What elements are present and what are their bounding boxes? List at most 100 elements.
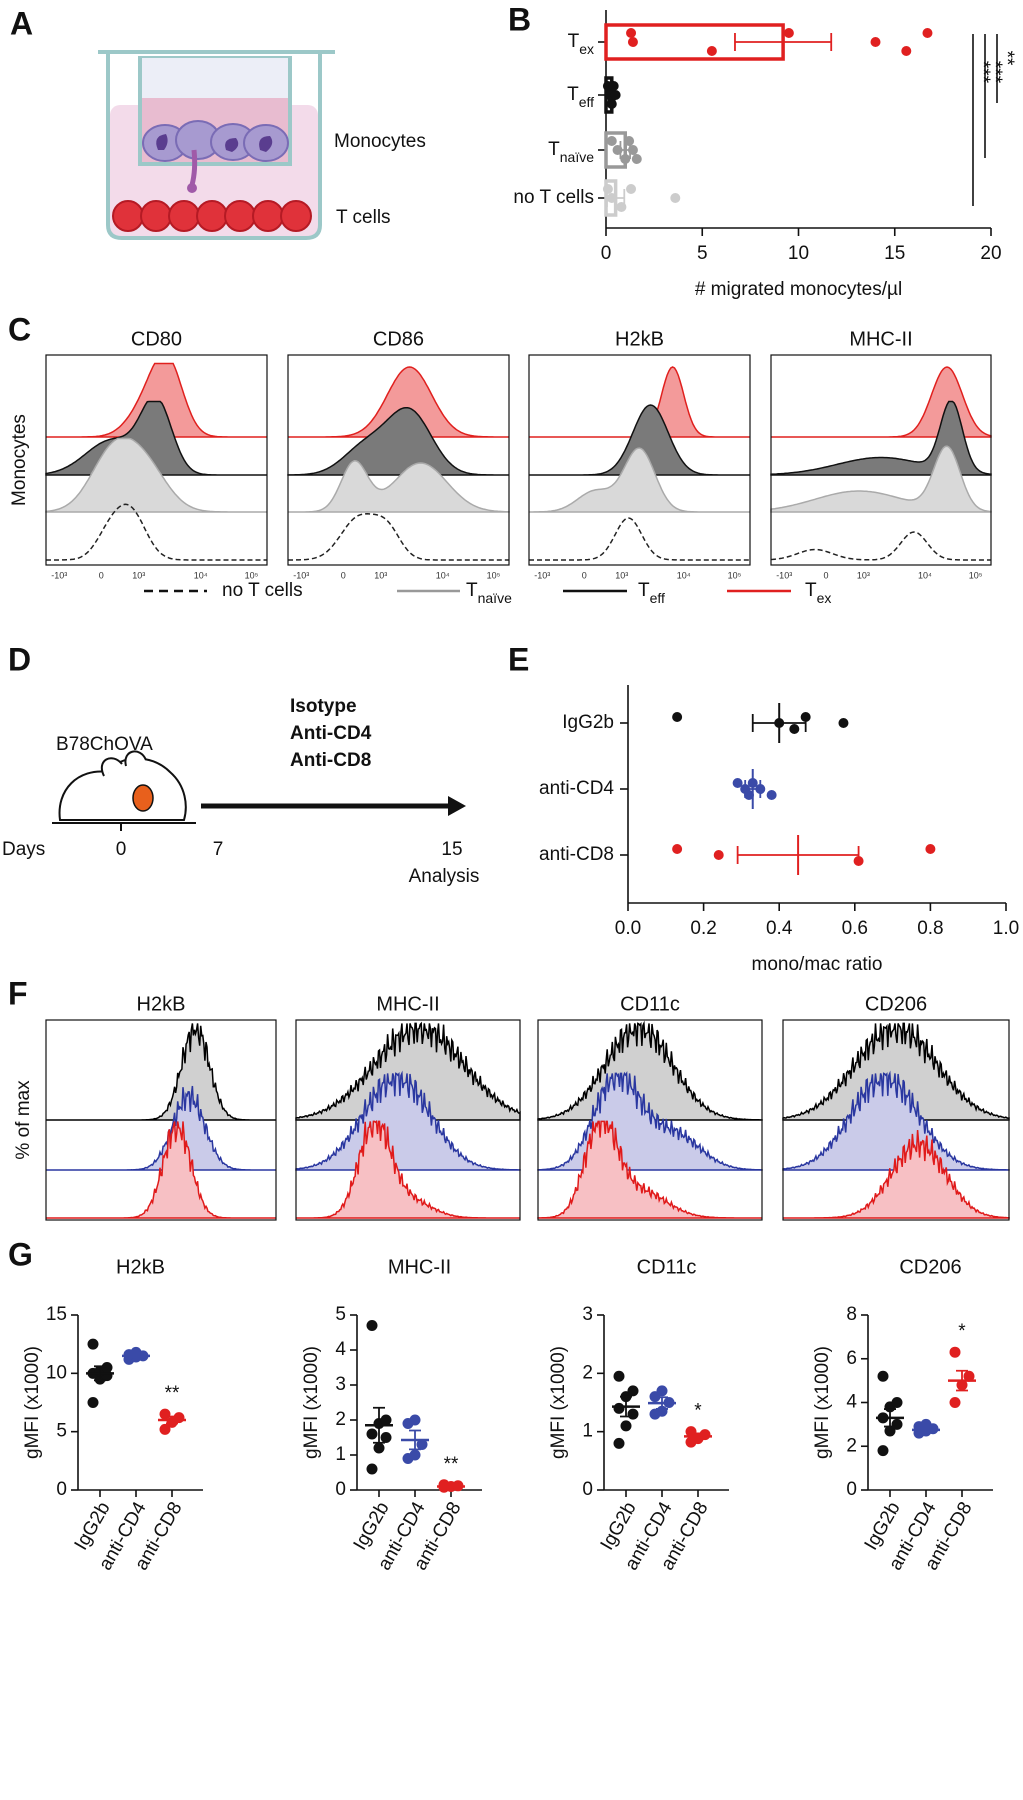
- histogram: [46, 1121, 276, 1219]
- legend-label: Teff: [638, 580, 665, 606]
- label-subscript: eff: [650, 590, 665, 606]
- label-text: no T cells: [222, 580, 303, 601]
- histogram: [46, 503, 267, 561]
- y-tick-label: 10: [46, 1362, 67, 1383]
- data-point: [631, 154, 642, 164]
- data-point: [627, 37, 638, 47]
- x-tick-label: 0.0: [615, 918, 641, 939]
- panel-letter: C: [8, 311, 31, 347]
- treatment-label: Isotype: [290, 696, 357, 717]
- significance-label: ***: [984, 61, 1005, 84]
- data-point: [626, 28, 637, 38]
- histogram: [529, 517, 750, 561]
- data-point: [380, 1432, 392, 1443]
- data-point: [656, 1385, 668, 1397]
- histogram: [288, 460, 510, 513]
- y-tick-label: 2: [335, 1409, 346, 1430]
- chart-title: H2kB: [116, 1256, 165, 1278]
- error-bar: [409, 1429, 421, 1451]
- histogram: [770, 445, 992, 513]
- histogram: [287, 406, 509, 476]
- well: [106, 52, 322, 240]
- data-point: [409, 1449, 421, 1461]
- x-tick-label: 10³: [374, 570, 387, 580]
- histogram: [46, 362, 267, 438]
- histogram: [770, 400, 992, 476]
- label-subscript: ex: [817, 590, 832, 606]
- data-point: [608, 81, 619, 91]
- data-point: [409, 1414, 421, 1426]
- data-point: [713, 850, 724, 860]
- data-point: [438, 1479, 450, 1491]
- x-tick-label: -10³: [293, 570, 309, 580]
- x-tick-label: -10³: [776, 570, 792, 580]
- error-bar: [692, 1432, 704, 1441]
- x-tick-label: 0.4: [766, 918, 793, 939]
- data-point: [706, 46, 717, 56]
- axis-label: Days: [2, 839, 45, 860]
- data-point: [159, 1408, 171, 1420]
- data-point: [732, 778, 743, 788]
- histogram-title: MHC-II: [849, 328, 912, 350]
- diagram-label: Monocytes: [334, 131, 426, 152]
- error-bar: [445, 1484, 457, 1489]
- data-point: [891, 1418, 903, 1430]
- error-bar: [884, 1408, 896, 1428]
- data-point: [783, 28, 794, 38]
- data-point: [766, 790, 777, 800]
- y-tick-label: 0: [335, 1479, 346, 1500]
- data-point: [173, 1412, 185, 1424]
- data-point: [884, 1425, 896, 1437]
- error-bar: [620, 1395, 632, 1418]
- x-tick-label: 15: [884, 243, 905, 264]
- x-tick-label: 0: [99, 570, 104, 580]
- histogram: [45, 437, 267, 513]
- y-tick-label: 4: [846, 1392, 857, 1413]
- histogram-frame: [770, 354, 992, 566]
- label-subscript: eff: [579, 94, 594, 110]
- histogram: [288, 513, 509, 561]
- y-axis-title: gMFI (x1000): [22, 1346, 43, 1459]
- y-tick-label: 6: [846, 1348, 857, 1369]
- histogram-title: CD86: [373, 328, 424, 350]
- data-point: [101, 1362, 113, 1373]
- x-tick-label: 10⁵: [245, 570, 259, 580]
- x-tick-label: 10⁴: [436, 570, 450, 580]
- histogram: [46, 1085, 276, 1171]
- nuclei: [156, 134, 273, 152]
- x-tick-label: 10⁴: [677, 570, 691, 580]
- data-point: [670, 193, 681, 203]
- y-tick-label: 3: [335, 1374, 346, 1395]
- x-tick-label: 10: [788, 243, 809, 264]
- migrating-cell: [189, 149, 198, 186]
- data-point: [606, 136, 617, 146]
- histogram-title: CD206: [865, 993, 927, 1015]
- data-point: [901, 46, 912, 56]
- data-point: [613, 1402, 625, 1414]
- data-point: [774, 718, 785, 728]
- data-point: [853, 856, 864, 866]
- histogram: [295, 1070, 521, 1171]
- day-label: 0: [116, 839, 127, 860]
- data-point: [366, 1428, 378, 1440]
- day-label: 15: [441, 839, 462, 860]
- histogram-frame: [528, 354, 751, 566]
- label-subscript: naïve: [560, 149, 594, 165]
- error-bar: [94, 1365, 106, 1382]
- end-label: Analysis: [409, 866, 480, 887]
- y-tick-label: 0: [846, 1479, 857, 1500]
- data-point: [380, 1414, 392, 1426]
- transwell-diagram: Monocytes T cells: [98, 50, 426, 240]
- y-tick-label: 3: [582, 1304, 593, 1325]
- mouse: [58, 757, 187, 821]
- data-point: [925, 844, 936, 854]
- histogram-title: CD11c: [620, 993, 680, 1015]
- data-point: [612, 145, 623, 155]
- data-point: [613, 1370, 625, 1382]
- significance-label: **: [444, 1454, 459, 1475]
- error-bar: [956, 1369, 968, 1392]
- treatment-label: Anti-CD8: [290, 750, 371, 771]
- histogram-frame: [537, 1019, 763, 1221]
- y-tick-label: 15: [46, 1304, 67, 1325]
- x-tick-label: 1.0: [993, 918, 1019, 939]
